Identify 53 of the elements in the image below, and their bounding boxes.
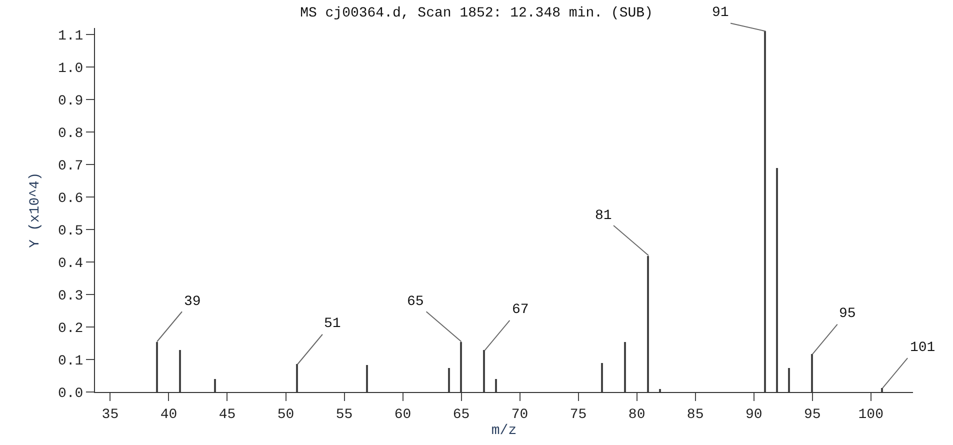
x-tick-label: 55	[336, 406, 353, 423]
bar	[601, 363, 603, 392]
y-tick-label: 0.0	[58, 386, 84, 402]
annotation: 81	[595, 208, 612, 224]
annotation: 51	[324, 316, 341, 332]
x-tick-label: 90	[745, 406, 762, 423]
bar	[366, 365, 368, 392]
x-tick-label: 65	[452, 406, 470, 423]
y-tick-label: 0.6	[58, 190, 84, 207]
x-tick-label: 95	[804, 406, 821, 423]
annotation: 91	[712, 5, 729, 21]
x-tick-label: 100	[858, 406, 884, 423]
x-tick-label: 40	[160, 406, 178, 423]
bar	[659, 389, 661, 392]
x-tick-label: 45	[218, 406, 236, 423]
bar	[495, 379, 497, 392]
bar	[776, 168, 778, 392]
y-tick-label: 0.5	[58, 223, 84, 240]
bar	[788, 368, 790, 392]
annotation: 95	[839, 306, 856, 322]
y-tick-label: 0.7	[58, 158, 84, 174]
x-tick-label: 35	[102, 406, 119, 423]
y-tick-label: 1.0	[58, 60, 84, 77]
x-axis-title: m/z	[491, 422, 517, 439]
x-tick-label: 70	[511, 406, 528, 423]
bar	[179, 350, 181, 392]
y-tick-label: 0.9	[58, 93, 84, 110]
x-tick-label: 80	[628, 406, 646, 423]
bar	[624, 342, 626, 392]
bar	[881, 388, 883, 392]
y-tick-label: 0.3	[58, 288, 84, 304]
y-tick-label: 0.2	[58, 320, 84, 337]
bar	[647, 256, 649, 392]
bar	[764, 31, 766, 392]
bar	[214, 379, 216, 392]
y-tick-label: 0.4	[58, 256, 84, 272]
chart-title: MS cj00364.d, Scan 1852: 12.348 min. (SUB)	[300, 5, 653, 22]
annotation: 101	[910, 340, 936, 356]
y-tick-label: 0.1	[58, 353, 84, 370]
x-tick-label: 75	[570, 406, 587, 423]
x-tick-label: 60	[394, 406, 412, 423]
y-tick-label: 1.1	[58, 28, 84, 44]
annotation: 65	[407, 294, 424, 310]
annotation: 39	[184, 294, 201, 310]
bar	[448, 368, 450, 392]
bar	[483, 350, 485, 392]
x-tick-label: 50	[277, 406, 294, 423]
annotation: 67	[512, 302, 529, 318]
y-axis-title: Y (x10^4)	[28, 172, 44, 248]
y-tick-label: 0.8	[58, 126, 84, 142]
bar	[296, 364, 298, 392]
x-tick-label: 85	[686, 406, 704, 423]
bar	[156, 342, 158, 392]
